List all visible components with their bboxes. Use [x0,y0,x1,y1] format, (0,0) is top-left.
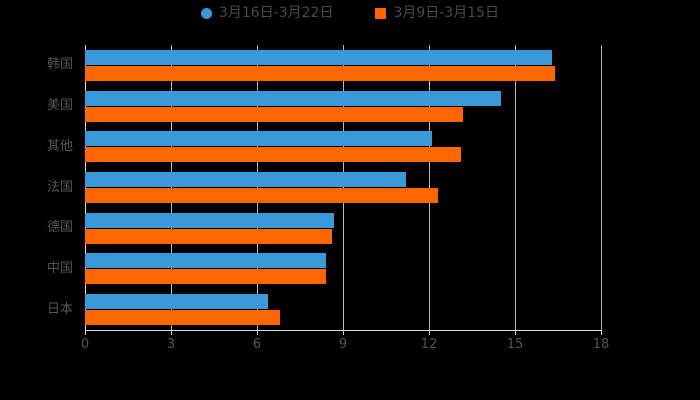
bar[interactable] [85,131,432,147]
bar-group [85,167,601,208]
x-tick-label: 6 [252,337,262,352]
x-tick-label: 9 [338,337,348,352]
gridline [601,45,602,330]
bar[interactable] [85,65,556,81]
bar-group [85,249,601,290]
x-tick-mark [85,330,86,335]
category-axis: 韩国美国其他法国德国中国日本 [0,45,73,330]
square-marker-icon [375,7,387,19]
x-tick-label: 12 [420,337,438,352]
x-tick-mark [429,330,430,335]
bar[interactable] [85,310,280,326]
category-label: 中国 [46,260,73,276]
category-label: 其他 [46,138,73,154]
bar-group [85,289,601,330]
x-tick-mark [343,330,344,335]
bar[interactable] [85,49,553,65]
bar-group [85,86,601,127]
x-tick-mark [601,330,602,335]
gridline [343,45,344,330]
gridline [171,45,172,330]
gridline [85,45,86,330]
x-tick-mark [257,330,258,335]
legend-label-series-1: 3月9日-3月15日 [393,5,500,21]
gridline [429,45,430,330]
bar[interactable] [85,106,464,122]
bar[interactable] [85,212,335,228]
category-label: 韩国 [46,57,73,73]
x-tick-label: 3 [166,337,176,352]
category-label: 法国 [46,179,73,195]
bar[interactable] [85,90,501,106]
bar-group [85,208,601,249]
legend-label-series-0: 3月16日-3月22日 [218,5,334,21]
bar[interactable] [85,294,269,310]
x-tick-label: 18 [592,337,610,352]
bar[interactable] [85,171,407,187]
bar[interactable] [85,253,326,269]
x-tick-mark [515,330,516,335]
gridline [515,45,516,330]
bar[interactable] [85,187,438,203]
x-tick-label: 15 [506,337,524,352]
legend-item-series-0[interactable]: 3月16日-3月22日 [200,5,334,21]
x-tick-label: 0 [80,337,90,352]
bar[interactable] [85,147,461,163]
bar[interactable] [85,228,332,244]
plot-area [85,45,602,330]
gridline [257,45,258,330]
bar[interactable] [85,269,326,285]
chart-legend: 3月16日-3月22日 3月9日-3月15日 [0,6,700,20]
legend-item-series-1[interactable]: 3月9日-3月15日 [375,6,499,20]
category-label: 美国 [46,98,73,114]
x-tick-mark [171,330,172,335]
bar-group [85,126,601,167]
bar-group [85,45,601,86]
category-label: 日本 [46,301,73,317]
category-label: 德国 [46,220,73,236]
circle-marker-icon [200,7,212,19]
